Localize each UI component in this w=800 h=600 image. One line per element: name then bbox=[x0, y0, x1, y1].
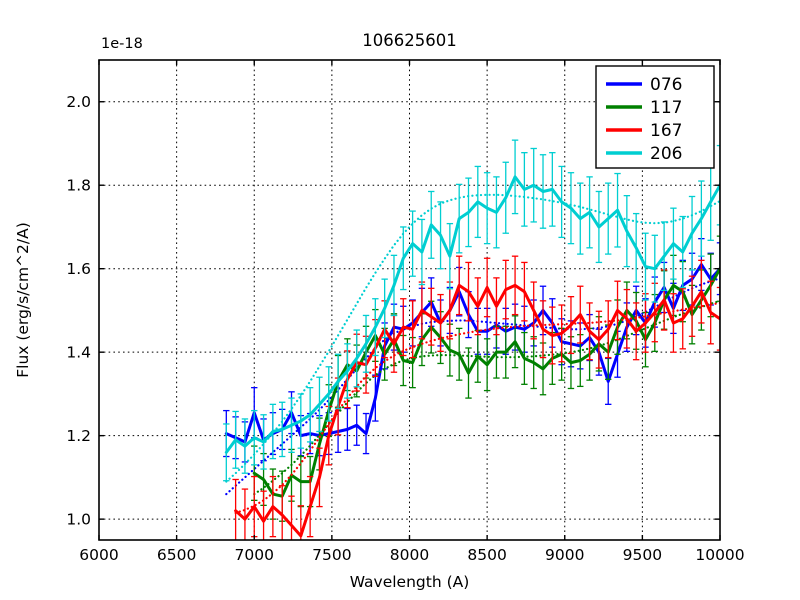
y-tick-label: 1.2 bbox=[66, 427, 91, 445]
y-axis-offset-label: 1e-18 bbox=[101, 36, 143, 52]
x-axis-label: Wavelength (A) bbox=[350, 573, 470, 591]
x-tick-label: 9000 bbox=[545, 546, 584, 564]
smooth-curve-167 bbox=[234, 301, 720, 514]
data-line-167 bbox=[234, 283, 720, 538]
legend-label-117: 117 bbox=[650, 98, 682, 118]
legend-label-167: 167 bbox=[650, 121, 682, 141]
x-tick-label: 6000 bbox=[79, 546, 118, 564]
page-title: 106625601 bbox=[362, 31, 456, 50]
x-tick-label: 8000 bbox=[390, 546, 429, 564]
y-tick-label: 1.8 bbox=[66, 177, 91, 195]
x-tick-label: 9500 bbox=[623, 546, 662, 564]
y-tick-label: 1.4 bbox=[66, 344, 91, 362]
x-tick-label: 8500 bbox=[467, 546, 506, 564]
legend-label-206: 206 bbox=[650, 144, 682, 164]
x-tick-label: 10000 bbox=[695, 546, 744, 564]
y-tick-label: 1.6 bbox=[66, 260, 91, 278]
smooth-curve-076 bbox=[225, 277, 720, 496]
legend[interactable]: 076 117 167 206 bbox=[595, 65, 715, 169]
y-tick-label: 1.0 bbox=[66, 511, 91, 529]
axis-ticks bbox=[98, 60, 721, 540]
series-layer bbox=[223, 139, 720, 540]
legend-item-206[interactable]: 206 bbox=[606, 144, 682, 164]
legend-item-076[interactable]: 076 bbox=[606, 75, 682, 95]
legend-item-117[interactable]: 117 bbox=[606, 98, 682, 118]
x-tick-label: 7500 bbox=[312, 546, 351, 564]
smooth-curve-206 bbox=[225, 193, 720, 483]
x-tick-label: 6500 bbox=[157, 546, 196, 564]
legend-label-076: 076 bbox=[650, 75, 682, 95]
x-tick-label: 7000 bbox=[235, 546, 274, 564]
y-axis-label: Flux (erg/s/cm^2/A) bbox=[14, 222, 32, 378]
data-line-206 bbox=[224, 175, 720, 454]
y-tick-label: 2.0 bbox=[66, 93, 91, 111]
series-206 bbox=[223, 139, 720, 483]
axis-text-layer: 106625601 1e-18 Wavelength (A) Flux (erg… bbox=[14, 31, 745, 591]
legend-item-167[interactable]: 167 bbox=[606, 121, 682, 141]
data-line-076 bbox=[224, 263, 720, 444]
